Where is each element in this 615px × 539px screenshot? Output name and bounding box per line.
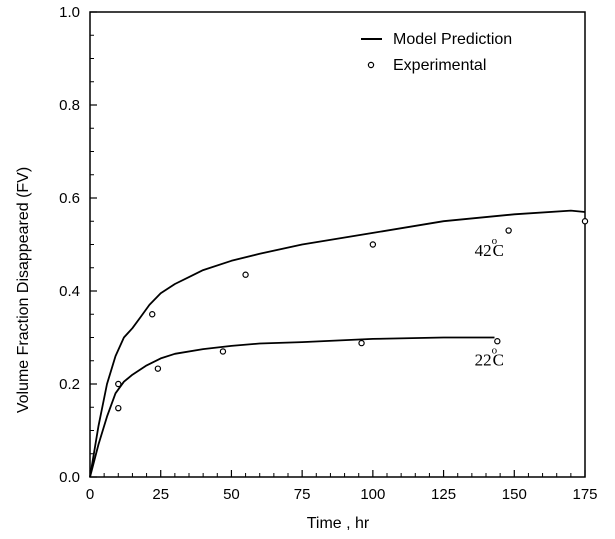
temperature-value: 42: [475, 241, 492, 260]
y-tick-label: 0.2: [59, 376, 80, 393]
legend-label-experimental: Experimental: [393, 57, 486, 74]
model-curve-0: [89, 209, 586, 478]
y-ticks: 0.0 0.2 0.4 0.6 0.8 1.0: [59, 4, 97, 486]
x-tick-label: 100: [360, 486, 385, 503]
axes: [89, 11, 586, 478]
data-point: [369, 241, 377, 248]
data-point: [149, 311, 156, 318]
x-tick-label: 125: [431, 486, 456, 503]
temperature-value: 22: [475, 350, 492, 369]
temperature-label: 22 oC: [475, 344, 504, 369]
degree-mark: o: [492, 344, 498, 356]
degree-mark: o: [492, 235, 498, 247]
data-point: [115, 380, 122, 388]
data-point: [581, 218, 589, 225]
data-point: [242, 271, 249, 278]
legend-label-model: Model Prediction: [393, 31, 512, 48]
temperature-unit: C: [493, 241, 504, 260]
plot-frame: [89, 11, 586, 478]
y-tick-label: 0.6: [59, 190, 80, 207]
data-point: [358, 339, 365, 347]
temperature-unit: C: [493, 350, 504, 369]
points-layer: [115, 218, 589, 412]
data-point: [219, 348, 227, 355]
data-point: [115, 404, 122, 412]
y-tick-label: 0.4: [59, 283, 80, 300]
y-tick-label: 0.8: [59, 97, 80, 114]
x-tick-label: 50: [223, 486, 240, 503]
y-axis-label: Volume Fraction Disappeared (FV): [15, 167, 32, 413]
x-tick-label: 150: [502, 486, 527, 503]
y-tick-label: 0.0: [59, 469, 80, 486]
x-axis-label: Time , hr: [307, 515, 370, 532]
model-curve-1: [89, 336, 495, 478]
series-layer: [89, 209, 586, 478]
y-tick-label: 1.0: [59, 4, 80, 21]
x-tick-label: 175: [572, 486, 597, 503]
data-point: [505, 227, 512, 234]
legend: Model Prediction Experimental: [361, 31, 512, 74]
x-tick-label: 25: [152, 486, 169, 503]
data-point: [494, 338, 501, 345]
temperature-label: 42 oC: [475, 235, 504, 260]
x-ticks: 0 25 50 75 100 125 150 175: [86, 470, 598, 503]
x-tick-label: 0: [86, 486, 94, 503]
legend-circle-marker: [367, 61, 375, 69]
x-tick-label: 75: [294, 486, 311, 503]
data-point: [154, 365, 162, 372]
